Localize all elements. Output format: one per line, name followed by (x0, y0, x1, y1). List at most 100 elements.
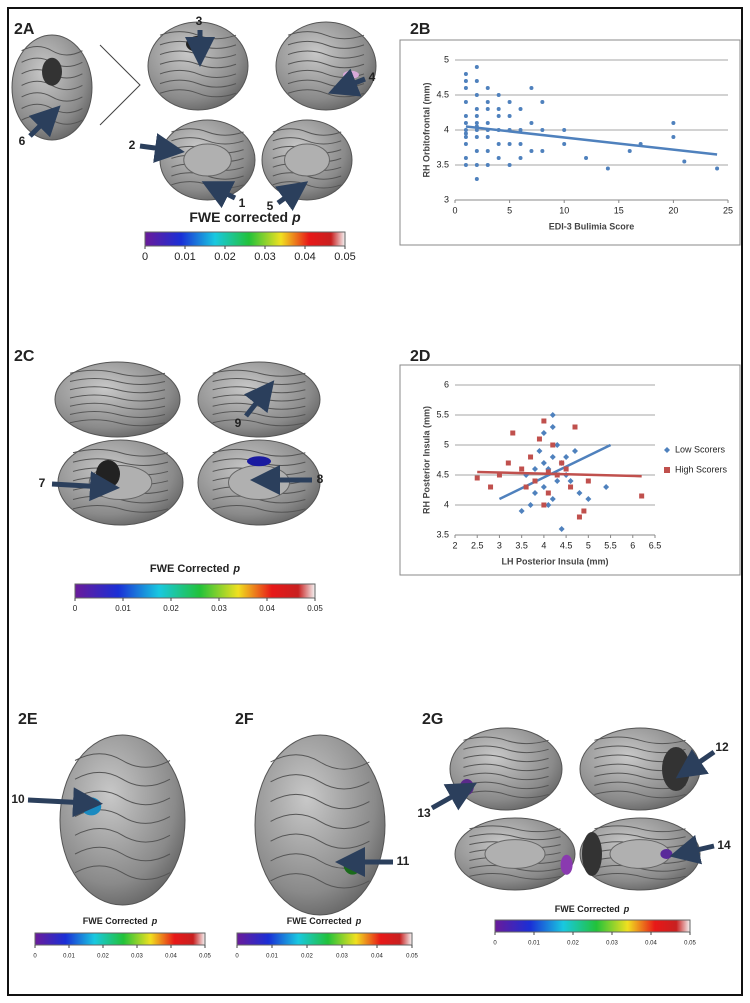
point (496, 114, 501, 118)
point (563, 454, 570, 460)
sulcus (270, 774, 370, 790)
sulcus (69, 411, 166, 418)
x-tick-label: 3 (497, 540, 502, 550)
y-tick-label: 5 (444, 439, 449, 449)
sulcus (69, 394, 166, 402)
point (474, 163, 479, 167)
panel-label: 2C (14, 348, 35, 365)
colorbar-tick-label: 0.01 (63, 954, 75, 960)
point (485, 121, 490, 125)
colorbar-tick-label: 0.04 (259, 604, 275, 613)
point (485, 163, 490, 167)
point (474, 135, 479, 139)
x-tick-label: 4 (541, 540, 546, 550)
sulcus (270, 813, 370, 830)
arrow (328, 68, 366, 97)
annotation: 1 (239, 196, 246, 210)
colorbar-tick-label: 0.03 (336, 954, 348, 960)
annotation: 7 (39, 476, 46, 490)
point (463, 128, 468, 132)
point (518, 128, 523, 132)
colorbar-title-italic: p (355, 916, 362, 926)
sulcus (463, 745, 549, 754)
colorbar-title: FWE Corrected p (287, 916, 362, 926)
point (519, 466, 525, 472)
point (549, 412, 556, 418)
x-axis-label: EDI-3 Bulimia Score (549, 221, 635, 231)
y-tick-label: 5.5 (436, 409, 449, 419)
point (510, 430, 516, 436)
point (540, 128, 545, 132)
colorbar-tick-label: 0.05 (334, 251, 355, 263)
activation (662, 747, 690, 791)
legend-label: High Scorers (675, 464, 728, 474)
annotation: 3 (196, 14, 203, 28)
point (507, 100, 512, 104)
colorbar-title-text: FWE corrected (189, 209, 288, 225)
point (474, 79, 479, 83)
sulcus (594, 872, 686, 880)
point (463, 72, 468, 76)
sulcus (159, 79, 237, 88)
colorbar-tick-label: 0.05 (307, 604, 323, 613)
point (485, 135, 490, 139)
sulcus (212, 369, 306, 377)
point (540, 100, 545, 104)
arrow (275, 181, 309, 211)
sulcus (69, 378, 166, 385)
brain (449, 727, 563, 811)
x-tick-label: 6 (630, 540, 635, 550)
sulcus (270, 793, 370, 810)
point (463, 100, 468, 104)
point (540, 430, 547, 436)
panel-label: 2F (235, 711, 254, 728)
point (485, 100, 490, 104)
point (474, 107, 479, 111)
colorbar-tick-label: 0 (235, 954, 239, 960)
colorbar-tick-label: 0.04 (294, 251, 315, 263)
point (549, 424, 556, 430)
activation (660, 849, 673, 859)
activation (81, 797, 102, 816)
point (549, 454, 556, 460)
colorbar-tick-label: 0.04 (371, 954, 383, 960)
point (496, 472, 502, 478)
sulcus (21, 92, 83, 102)
point (485, 86, 490, 90)
x-tick-label: 5 (507, 205, 512, 215)
point (463, 121, 468, 125)
arrow (430, 782, 478, 811)
annotation: 5 (267, 199, 274, 213)
brain (54, 361, 181, 438)
x-tick-label: 20 (668, 205, 678, 215)
point (627, 149, 632, 153)
y-tick-label: 4.5 (436, 89, 449, 99)
point (540, 484, 547, 490)
y-tick-label: 3.5 (436, 159, 449, 169)
point (554, 478, 561, 484)
colorbar (144, 231, 346, 247)
x-tick-label: 10 (559, 205, 569, 215)
point (639, 493, 645, 499)
colorbar-title: FWE Corrected p (555, 904, 630, 914)
y-tick-label: 5 (444, 54, 449, 64)
colorbar-title-text: FWE Corrected (83, 916, 148, 926)
x-tick-label: 0 (452, 205, 457, 215)
colorbar-tick-label: 0.04 (165, 954, 177, 960)
point (671, 121, 676, 125)
colorbar-tick-label: 0 (493, 941, 497, 947)
point (545, 490, 551, 496)
colorbar-tick-label: 0.05 (406, 954, 418, 960)
colorbar-tick-label: 0.02 (97, 954, 109, 960)
colorbar-tick-label: 0.03 (606, 941, 618, 947)
panel-label: 2G (422, 711, 443, 728)
legend-marker (664, 447, 670, 453)
point (532, 478, 538, 484)
point (463, 142, 468, 146)
colorbar-tick-label: 0.03 (211, 604, 227, 613)
annotation: 13 (417, 806, 431, 820)
annotation: 8 (317, 472, 324, 486)
x-tick-label: 4.5 (560, 540, 573, 550)
colorbar-tick-label: 0.05 (199, 954, 211, 960)
point (523, 484, 529, 490)
